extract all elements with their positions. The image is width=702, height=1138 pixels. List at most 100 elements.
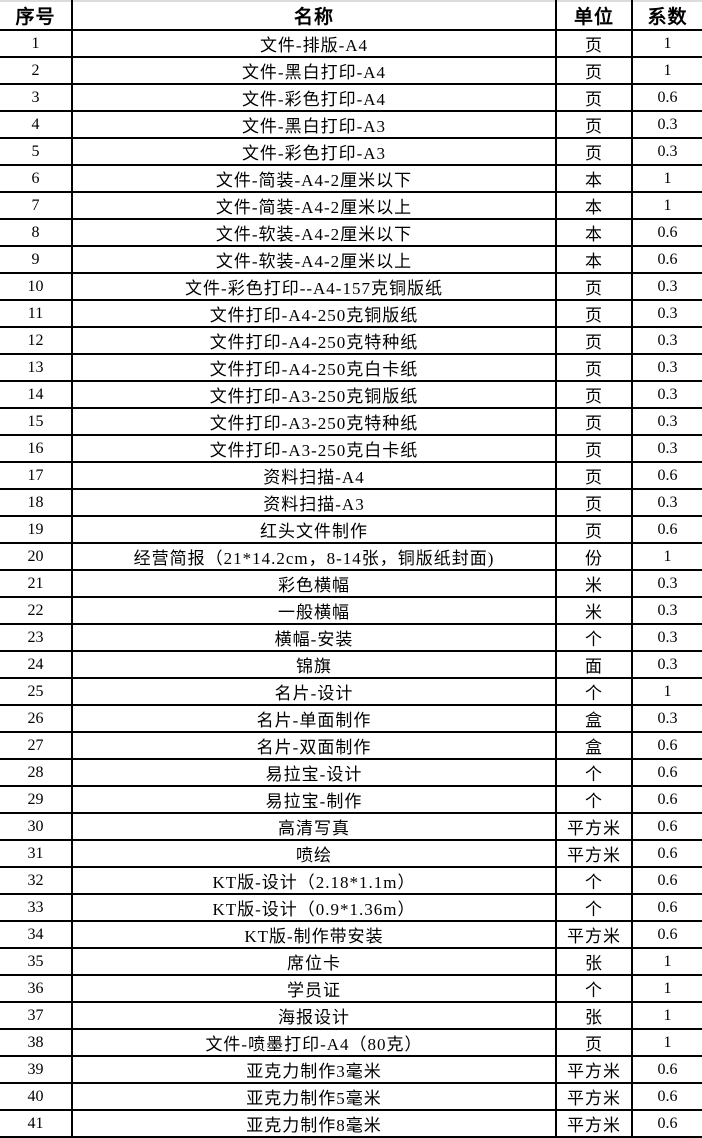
name-cell: 文件-排版-A4 [71,30,556,58]
unit-cell: 个 [555,867,632,895]
name-cell: 文件打印-A4-250克特种纸 [71,327,556,355]
row-number-cell: 19 [0,516,72,544]
unit-cell: 页 [555,435,632,463]
name-cell: 横幅-安装 [71,624,556,652]
coefficient-cell: 1 [631,1029,702,1057]
name-cell: 易拉宝-设计 [71,759,556,787]
unit-cell: 个 [555,786,632,814]
coefficient-cell: 0.6 [631,1083,702,1111]
table-row: 7 文件-简装-A4-2厘米以上本 1 [0,192,702,220]
coefficient-cell: 0.6 [631,219,702,247]
coefficient-cell: 0.3 [631,381,702,409]
table-row: 10 文件-彩色打印--A4-157克铜版纸页 0.3 [0,273,702,301]
row-number-cell: 9 [0,246,72,274]
row-number-cell: 40 [0,1083,72,1111]
table-row: 34 KT版-制作带安装 平方米 0.6 [0,921,702,949]
coefficient-cell: 1 [631,975,702,1003]
coefficient-cell: 0.6 [631,867,702,895]
coefficient-cell: 0.3 [631,597,702,625]
row-number-cell: 5 [0,138,72,166]
row-number-cell: 33 [0,894,72,922]
coefficient-cell: 0.6 [631,813,702,841]
coefficient-cell: 0.6 [631,732,702,760]
coefficient-cell: 0.6 [631,759,702,787]
row-number-cell: 24 [0,651,72,679]
row-number-cell: 15 [0,408,72,436]
unit-cell: 本 [555,246,632,274]
table-body: 1 文件-排版-A4 页 1 2 文件-黑白打印-A4 页 1 3 文件-彩色打印-A4 页 0.6 4… [0,30,702,1138]
table-row: 40 亚克力制作5毫米 平方米 0.6 [0,1083,702,1111]
row-number-cell: 37 [0,1002,72,1030]
unit-cell: 页 [555,354,632,382]
coefficient-cell: 0.6 [631,840,702,868]
coefficient-cell: 0.3 [631,327,702,355]
coefficient-cell: 0.6 [631,462,702,490]
name-cell: 易拉宝-制作 [71,786,556,814]
coefficient-cell: 1 [631,948,702,976]
row-number-cell: 38 [0,1029,72,1057]
unit-cell: 盒 [555,705,632,733]
table-row: 20 经营简报（21*14.2cm，8-14张，铜版纸封面) 份 1 [0,543,702,571]
table-row: 28 易拉宝-设计个 0.6 [0,759,702,787]
name-cell: 海报设计 [71,1002,556,1030]
unit-cell: 页 [555,462,632,490]
unit-cell: 米 [555,570,632,598]
row-number-cell: 34 [0,921,72,949]
row-number-cell: 17 [0,462,72,490]
table-row: 3 文件-彩色打印-A4 页 0.6 [0,84,702,112]
table-header: 序号 名称 单位 系数 [0,1,702,31]
table-row: 31 喷绘 平方米 0.6 [0,840,702,868]
table-row: 39 亚克力制作3毫米 平方米 0.6 [0,1056,702,1084]
coefficient-cell: 0.3 [631,435,702,463]
unit-cell: 页 [555,111,632,139]
name-cell: 文件打印-A3-250克铜版纸 [71,381,556,409]
row-number-cell: 13 [0,354,72,382]
unit-cell: 张 [555,948,632,976]
name-cell: 文件-彩色打印--A4-157克铜版纸 [71,273,556,301]
row-number-cell: 20 [0,543,72,571]
unit-cell: 页 [555,327,632,355]
name-cell: 文件-简装-A4-2厘米以下 [71,165,556,193]
unit-cell: 张 [555,1002,632,1030]
row-number-cell: 35 [0,948,72,976]
coefficient-cell: 0.3 [631,651,702,679]
name-cell: KT版-制作带安装 [71,921,556,949]
row-number-cell: 29 [0,786,72,814]
table-row: 35 席位卡张 1 [0,948,702,976]
unit-cell: 个 [555,624,632,652]
coefficient-cell: 0.6 [631,786,702,814]
header-coefficient: 系数 [631,1,702,31]
name-cell: 文件-软装-A4-2厘米以上 [71,246,556,274]
row-number-cell: 30 [0,813,72,841]
header-unit: 单位 [555,1,632,31]
table-row: 13 文件打印-A4-250克白卡纸页 0.3 [0,354,702,382]
unit-cell: 个 [555,759,632,787]
coefficient-cell: 0.3 [631,408,702,436]
coefficient-cell: 0.6 [631,84,702,112]
unit-cell: 平方米 [555,840,632,868]
unit-cell: 面 [555,651,632,679]
row-number-cell: 36 [0,975,72,1003]
name-cell: 文件-彩色打印-A3 [71,138,556,166]
name-cell: 文件打印-A4-250克铜版纸 [71,300,556,328]
table-row: 16 文件打印-A3-250克白卡纸页 0.3 [0,435,702,463]
table-row: 27 名片-双面制作盒 0.6 [0,732,702,760]
name-cell: 文件-简装-A4-2厘米以上 [71,192,556,220]
unit-cell: 页 [555,273,632,301]
coefficient-cell: 1 [631,30,702,58]
table-row: 30 高清写真 平方米 0.6 [0,813,702,841]
coefficient-cell: 0.3 [631,273,702,301]
table-row: 4 文件-黑白打印-A3 页 0.3 [0,111,702,139]
unit-cell: 份 [555,543,632,571]
unit-cell: 页 [555,300,632,328]
name-cell: 亚克力制作5毫米 [71,1083,556,1111]
coefficient-cell: 1 [631,192,702,220]
coefficient-cell: 0.3 [631,354,702,382]
table-row: 37 海报设计张 1 [0,1002,702,1030]
table-row: 9 文件-软装-A4-2厘米以上本 0.6 [0,246,702,274]
table-row: 21 彩色横幅米 0.3 [0,570,702,598]
header-row-number: 序号 [0,1,72,31]
row-number-cell: 8 [0,219,72,247]
name-cell: 文件打印-A4-250克白卡纸 [71,354,556,382]
unit-cell: 平方米 [555,1083,632,1111]
